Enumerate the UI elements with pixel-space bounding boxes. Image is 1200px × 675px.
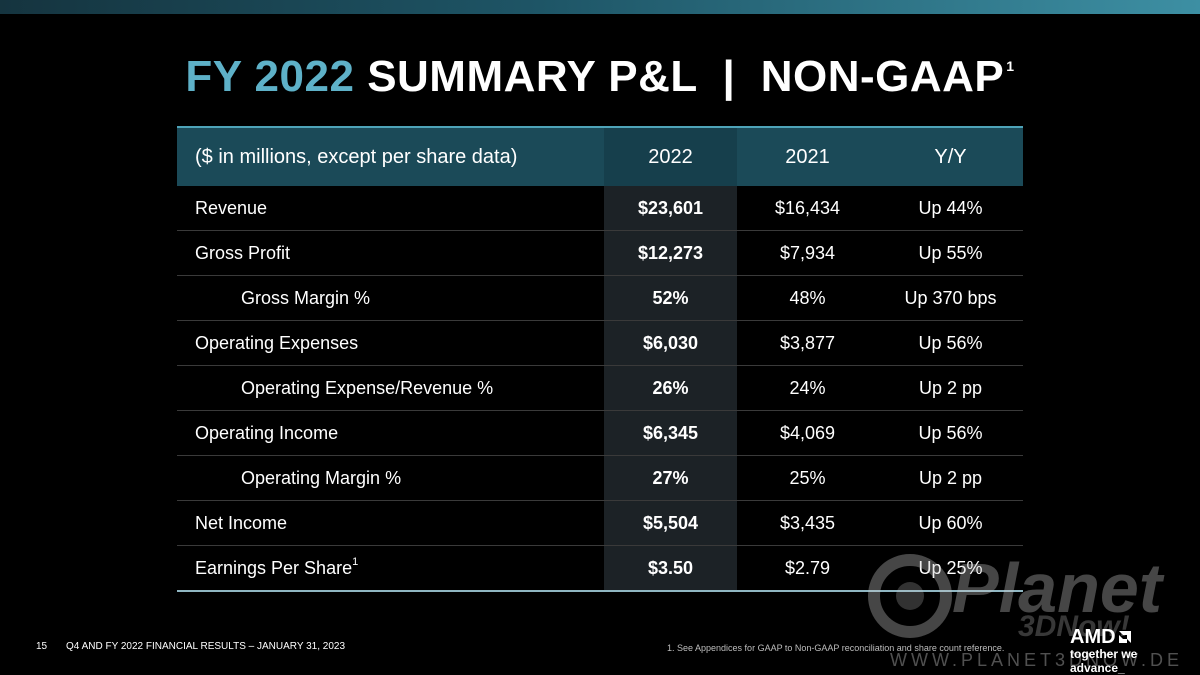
row-value-yy: Up 44%: [918, 197, 983, 218]
row-value-yy: Up 2 pp: [918, 467, 983, 488]
row-value-2022: 27%: [604, 456, 737, 500]
row-value-2022: $6,030: [604, 321, 737, 365]
row-value-2022: $12,273: [604, 231, 737, 275]
row-value-2021: 24%: [789, 377, 826, 398]
row-label: Revenue: [195, 197, 268, 218]
page-number: 15: [36, 641, 48, 652]
row-label: Net Income: [195, 512, 288, 533]
header-yy: Y/Y: [934, 145, 967, 168]
row-label: Operating Income: [195, 422, 339, 443]
footer-text: Q4 AND FY 2022 FINANCIAL RESULTS – JANUA…: [66, 641, 346, 652]
row-value-yy: Up 60%: [918, 512, 983, 533]
slide-title: FY 2022 SUMMARY P&L | NON-GAAP 1: [0, 52, 1200, 102]
row-label: Operating Expense/Revenue %: [241, 377, 494, 398]
row-value-2021: $2.79: [784, 557, 831, 578]
table-row: Revenue $23,601 $16,434 Up 44%: [177, 186, 1023, 231]
table-row: Operating Income $6,345 $4,069 Up 56%: [177, 411, 1023, 456]
watermark-planet-icon: [868, 554, 952, 638]
title-main: SUMMARY P&L | NON-GAAP: [367, 52, 1005, 101]
watermark-word: Planet: [952, 549, 1163, 627]
row-value-2021: $3,435: [779, 512, 836, 533]
header-2022: 2022: [604, 128, 737, 186]
row-value-2022: $3.50: [604, 546, 737, 590]
table-row: Gross Margin % 52% 48% Up 370 bps: [177, 276, 1023, 321]
amd-logo: AMD together we advance_: [1070, 626, 1190, 675]
title-accent: FY 2022: [185, 52, 355, 101]
table-row: Gross Profit $12,273 $7,934 Up 55%: [177, 231, 1023, 276]
row-value-yy: Up 55%: [918, 242, 983, 263]
row-value-yy: Up 56%: [918, 332, 983, 353]
row-value-yy: Up 370 bps: [904, 287, 997, 308]
watermark-sub: 3DNow!: [1018, 610, 1130, 643]
row-label: Earnings Per Share1: [177, 555, 604, 579]
row-value-2021: $3,877: [779, 332, 836, 353]
title-footnote-mark: 1: [1006, 58, 1015, 74]
row-value-yy: Up 2 pp: [918, 377, 983, 398]
row-value-2021: $7,934: [779, 242, 836, 263]
row-value-yy: Up 25%: [918, 557, 983, 578]
row-value-2022: 52%: [604, 276, 737, 320]
amd-arrow-icon: [1118, 631, 1131, 643]
row-value-2021: 25%: [789, 467, 826, 488]
row-value-2021: $4,069: [779, 422, 836, 443]
header-2021: 2021: [785, 145, 830, 168]
row-value-2022: $23,601: [604, 186, 737, 230]
row-value-yy: Up 56%: [918, 422, 983, 443]
row-label: Operating Margin %: [241, 467, 402, 488]
row-value-2022: 26%: [604, 366, 737, 410]
row-value-2022: $5,504: [604, 501, 737, 545]
amd-logo-word: AMD: [1070, 626, 1116, 648]
watermark: Planet 3DNow! WWW.PLANET3DNOW.DE: [868, 548, 1198, 673]
pnl-table: ($ in millions, except per share data) 2…: [177, 126, 1023, 592]
table-row: Earnings Per Share1 $3.50 $2.79 Up 25%: [177, 546, 1023, 592]
row-label: Gross Margin %: [241, 287, 371, 308]
header-label: ($ in millions, except per share data): [195, 145, 518, 168]
table-row: Operating Expense/Revenue % 26% 24% Up 2…: [177, 366, 1023, 411]
row-label: Operating Expenses: [195, 332, 359, 353]
row-label-text: Earnings Per Share: [195, 557, 353, 578]
footnote: 1. See Appendices for GAAP to Non-GAAP r…: [667, 643, 1005, 653]
row-label-footnote-mark: 1: [352, 555, 359, 568]
amd-tagline: together we advance_: [1070, 647, 1138, 675]
top-accent-bar: [0, 0, 1200, 14]
table-header: ($ in millions, except per share data) 2…: [177, 126, 1023, 186]
table-row: Net Income $5,504 $3,435 Up 60%: [177, 501, 1023, 546]
row-value-2021: 48%: [789, 287, 826, 308]
table-row: Operating Expenses $6,030 $3,877 Up 56%: [177, 321, 1023, 366]
row-label: Gross Profit: [195, 242, 291, 263]
watermark-url: WWW.PLANET3DNOW.DE: [890, 650, 1184, 670]
table-row: Operating Margin % 27% 25% Up 2 pp: [177, 456, 1023, 501]
row-value-2021: $16,434: [774, 197, 841, 218]
row-value-2022: $6,345: [604, 411, 737, 455]
